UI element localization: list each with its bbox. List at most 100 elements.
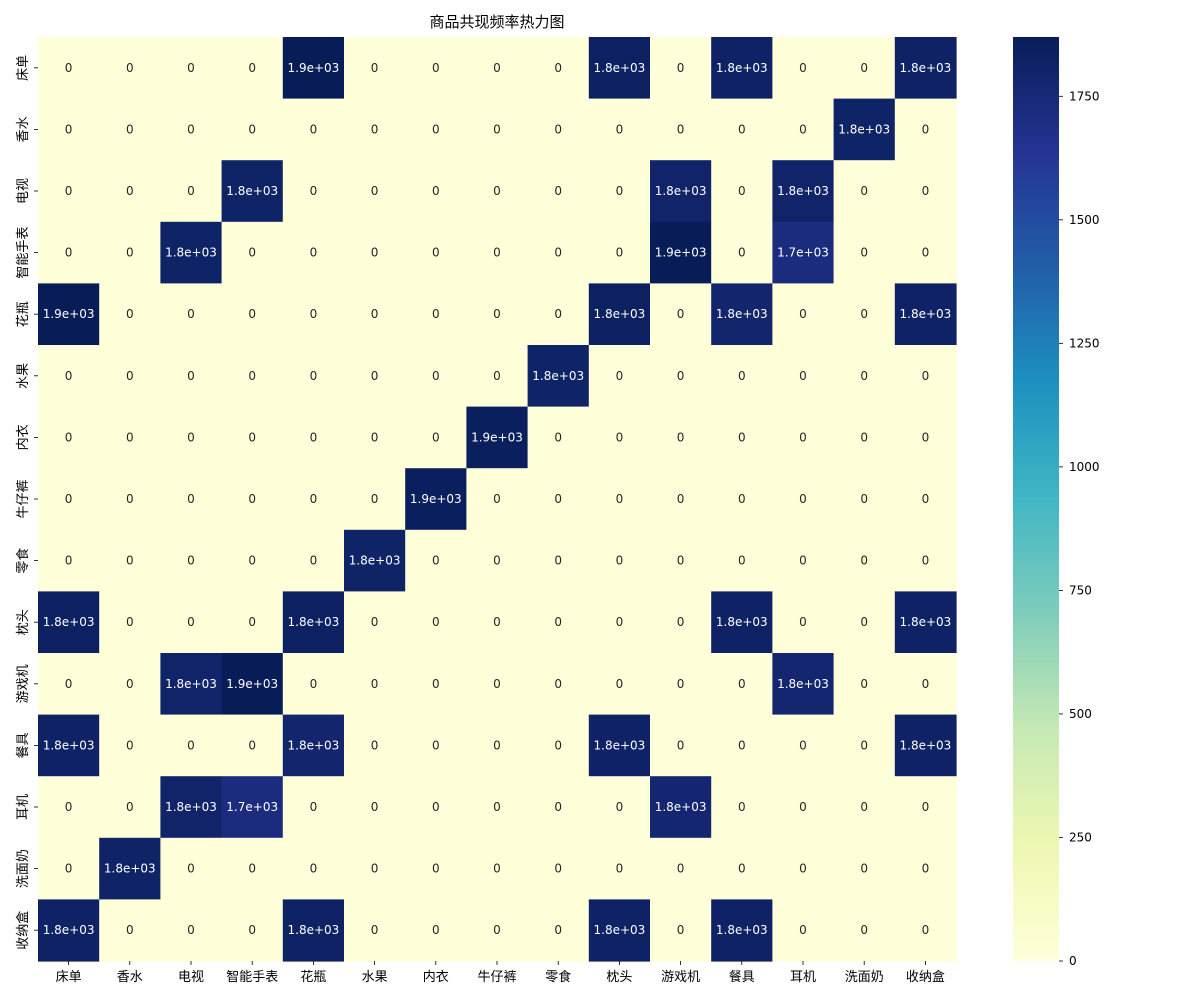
heatmap-cell — [221, 899, 284, 962]
y-tick-label: 内衣 — [15, 424, 31, 450]
heatmap-cell — [99, 345, 161, 408]
heatmap-cell-label: 1.9e+03 — [226, 677, 278, 691]
heatmap-cell-label: 0 — [799, 430, 807, 444]
heatmap-cell-label: 0 — [310, 369, 318, 383]
heatmap-cell-label: 1.8e+03 — [594, 738, 646, 752]
heatmap-cell-label: 0 — [616, 677, 624, 691]
heatmap-cell — [711, 468, 773, 531]
heatmap-cell — [99, 468, 161, 531]
heatmap-cell-label: 0 — [248, 862, 256, 876]
heatmap-cell — [160, 591, 223, 654]
heatmap-cell — [405, 776, 467, 839]
heatmap-cell-label: 0 — [432, 307, 440, 321]
heatmap-cell-label: 0 — [860, 923, 868, 937]
heatmap-cell-label: 0 — [738, 492, 746, 506]
heatmap-cell — [160, 345, 223, 408]
heatmap-cell-label: 0 — [860, 862, 868, 876]
heatmap-cell-label: 0 — [432, 923, 440, 937]
heatmap-cell — [894, 160, 957, 223]
heatmap-cell-label: 0 — [432, 122, 440, 136]
y-tick-label: 游戏机 — [16, 664, 31, 703]
heatmap-cell — [160, 37, 223, 100]
heatmap-cell — [772, 37, 835, 100]
heatmap-cell — [282, 345, 345, 408]
heatmap-cell — [282, 837, 345, 900]
heatmap-cell — [650, 529, 712, 592]
heatmap-cell — [894, 345, 957, 408]
colorbar-tick-label: 1250 — [1069, 336, 1100, 350]
heatmap-cell-label: 0 — [371, 430, 379, 444]
heatmap-cell — [160, 653, 223, 716]
heatmap-cell-label: 0 — [554, 122, 562, 136]
heatmap-cell-label: 0 — [187, 307, 195, 321]
heatmap-cell — [772, 776, 835, 839]
heatmap-cell-label: 0 — [860, 246, 868, 260]
heatmap-cell — [38, 591, 100, 654]
heatmap-cell-label: 0 — [432, 246, 440, 260]
heatmap-cell-label: 0 — [493, 677, 501, 691]
heatmap-cell-label: 0 — [860, 677, 868, 691]
heatmap-cell — [344, 160, 406, 223]
x-tick-label: 耳机 — [790, 970, 816, 985]
heatmap-cell — [282, 283, 345, 346]
heatmap-cell-label: 0 — [65, 554, 73, 568]
heatmap-cell-label: 0 — [677, 923, 685, 937]
heatmap-cell — [711, 406, 773, 469]
heatmap-cell — [588, 776, 651, 839]
heatmap-cell-label: 0 — [371, 862, 379, 876]
heatmap-cell — [711, 776, 773, 839]
heatmap-cell-label: 0 — [677, 122, 685, 136]
heatmap-cell-label: 1.8e+03 — [349, 554, 401, 568]
colorbar: 0 250 500 750 1000 1250 1500 1750 — [1013, 37, 1100, 968]
colorbar-tick-label: 1000 — [1069, 460, 1100, 474]
heatmap-cell — [588, 406, 651, 469]
x-tick-label: 牛仔裤 — [477, 970, 516, 985]
heatmap-cell — [833, 406, 896, 469]
y-tick-label: 收纳盒 — [15, 911, 31, 950]
heatmap-cell — [527, 837, 590, 900]
x-tick-label: 洗面奶 — [845, 970, 884, 985]
heatmap-cell — [405, 714, 467, 777]
heatmap-cell — [894, 529, 957, 592]
heatmap-cell-label: 0 — [371, 615, 379, 629]
heatmap-cell — [466, 714, 529, 777]
heatmap-cell — [466, 837, 529, 900]
heatmap-cell-label: 0 — [371, 800, 379, 814]
heatmap-cell-label: 0 — [799, 307, 807, 321]
heatmap-cell — [650, 899, 712, 962]
heatmap-cell — [160, 776, 223, 839]
heatmap-cell — [588, 591, 651, 654]
heatmap-cell — [772, 653, 835, 716]
heatmap-cell — [160, 899, 223, 962]
heatmap-cell-label: 1.8e+03 — [43, 615, 95, 629]
heatmap-cell-label: 0 — [126, 122, 134, 136]
heatmap-cell — [527, 653, 590, 716]
x-tick-label: 电视 — [178, 970, 204, 985]
heatmap-cell-label: 0 — [65, 677, 73, 691]
heatmap-cell — [894, 714, 957, 777]
heatmap-cell-label: 0 — [922, 246, 930, 260]
heatmap-cell — [221, 653, 284, 716]
chart-title: 商品共现频率热力图 — [429, 13, 564, 31]
heatmap-cell-label: 0 — [65, 184, 73, 198]
heatmap-cell-label: 1.8e+03 — [716, 61, 768, 75]
heatmap-cell-label: 0 — [554, 800, 562, 814]
heatmap-cell — [833, 591, 896, 654]
heatmap-cell — [772, 899, 835, 962]
heatmap-cell — [650, 653, 712, 716]
heatmap-cell — [344, 406, 406, 469]
heatmap-cell-label: 0 — [677, 554, 685, 568]
heatmap-cell — [466, 37, 529, 100]
heatmap-cell-label: 0 — [616, 369, 624, 383]
heatmap-cell — [38, 37, 100, 100]
heatmap-cell-label: 1.8e+03 — [655, 800, 707, 814]
y-tick-label: 枕头 — [16, 609, 31, 635]
heatmap-cell-label: 0 — [248, 369, 256, 383]
heatmap-cell-label: 0 — [677, 677, 685, 691]
heatmap-cell-label: 0 — [432, 677, 440, 691]
heatmap-cell-label: 0 — [922, 430, 930, 444]
heatmap-cell-label: 0 — [310, 184, 318, 198]
heatmap-cell — [711, 283, 773, 346]
